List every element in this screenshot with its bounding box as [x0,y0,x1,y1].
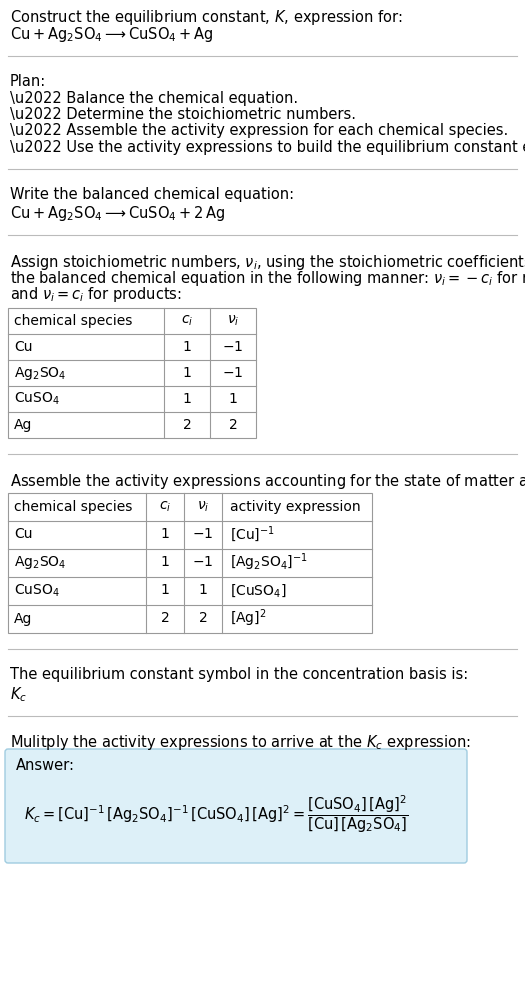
Text: $c_i$: $c_i$ [159,499,171,514]
Text: $K_c = [\mathrm{Cu}]^{-1}\,[\mathrm{Ag_2SO_4}]^{-1}\,[\mathrm{CuSO_4}]\,[\mathrm: $K_c = [\mathrm{Cu}]^{-1}\,[\mathrm{Ag_2… [24,793,408,835]
Text: chemical species: chemical species [14,500,132,513]
Text: and $\nu_i = c_i$ for products:: and $\nu_i = c_i$ for products: [10,285,182,304]
Text: 2: 2 [198,612,207,626]
Text: Assemble the activity expressions accounting for the state of matter and $\nu_i$: Assemble the activity expressions accoun… [10,472,525,491]
Text: \u2022 Assemble the activity expression for each chemical species.: \u2022 Assemble the activity expression … [10,124,508,138]
Text: Answer:: Answer: [16,758,75,773]
Text: Construct the equilibrium constant, $K$, expression for:: Construct the equilibrium constant, $K$,… [10,8,403,27]
Text: $-1$: $-1$ [192,527,214,541]
Text: chemical species: chemical species [14,314,132,328]
Text: $-1$: $-1$ [223,340,244,354]
Text: $\mathrm{CuSO_4}$: $\mathrm{CuSO_4}$ [14,391,60,407]
Text: $[\mathrm{Cu}]^{-1}$: $[\mathrm{Cu}]^{-1}$ [230,524,275,544]
Text: 1: 1 [198,584,207,598]
Text: $[\mathrm{Ag}]^2$: $[\mathrm{Ag}]^2$ [230,608,267,629]
Text: 1: 1 [183,340,192,354]
Text: The equilibrium constant symbol in the concentration basis is:: The equilibrium constant symbol in the c… [10,666,468,681]
Text: $\mathrm{Ag_2SO_4}$: $\mathrm{Ag_2SO_4}$ [14,365,67,381]
Text: 1: 1 [161,555,170,570]
Text: 1: 1 [228,392,237,406]
FancyBboxPatch shape [5,749,467,863]
Text: Plan:: Plan: [10,74,46,89]
Text: $K_c$: $K_c$ [10,685,27,704]
Text: Cu: Cu [14,340,33,354]
Bar [8,493,372,632]
Text: $[\mathrm{CuSO_4}]$: $[\mathrm{CuSO_4}]$ [230,582,287,599]
Text: 1: 1 [161,527,170,541]
Text: \u2022 Determine the stoichiometric numbers.: \u2022 Determine the stoichiometric numb… [10,107,356,122]
Text: 2: 2 [228,418,237,432]
Text: 2: 2 [161,612,170,626]
Text: $\nu_i$: $\nu_i$ [197,499,209,514]
Text: Mulitply the activity expressions to arrive at the $K_c$ expression:: Mulitply the activity expressions to arr… [10,734,471,753]
Text: 1: 1 [183,366,192,380]
Text: 2: 2 [183,418,192,432]
Text: the balanced chemical equation in the following manner: $\nu_i = -c_i$ for react: the balanced chemical equation in the fo… [10,269,525,288]
Text: $\nu_i$: $\nu_i$ [227,313,239,329]
Text: $[\mathrm{Ag_2SO_4}]^{-1}$: $[\mathrm{Ag_2SO_4}]^{-1}$ [230,551,308,574]
Text: 1: 1 [161,584,170,598]
Text: $\mathrm{Cu + Ag_2SO_4 \longrightarrow CuSO_4 + Ag}$: $\mathrm{Cu + Ag_2SO_4 \longrightarrow C… [10,25,214,44]
Text: Assign stoichiometric numbers, $\nu_i$, using the stoichiometric coefficients, $: Assign stoichiometric numbers, $\nu_i$, … [10,252,525,271]
Text: $\mathrm{Ag_2SO_4}$: $\mathrm{Ag_2SO_4}$ [14,554,67,571]
Text: \u2022 Balance the chemical equation.: \u2022 Balance the chemical equation. [10,91,298,106]
Text: \u2022 Use the activity expressions to build the equilibrium constant expression: \u2022 Use the activity expressions to b… [10,140,525,155]
Text: Cu: Cu [14,527,33,541]
Bar [8,308,256,438]
Text: Write the balanced chemical equation:: Write the balanced chemical equation: [10,186,294,202]
Text: $\mathrm{CuSO_4}$: $\mathrm{CuSO_4}$ [14,583,60,599]
Text: Ag: Ag [14,418,33,432]
Text: $\mathrm{Cu + Ag_2SO_4 \longrightarrow CuSO_4 + 2\,Ag}$: $\mathrm{Cu + Ag_2SO_4 \longrightarrow C… [10,204,225,223]
Text: Ag: Ag [14,612,33,626]
Text: $-1$: $-1$ [192,555,214,570]
Text: activity expression: activity expression [230,500,361,513]
Text: $-1$: $-1$ [223,366,244,380]
Text: 1: 1 [183,392,192,406]
Text: $c_i$: $c_i$ [181,313,193,329]
